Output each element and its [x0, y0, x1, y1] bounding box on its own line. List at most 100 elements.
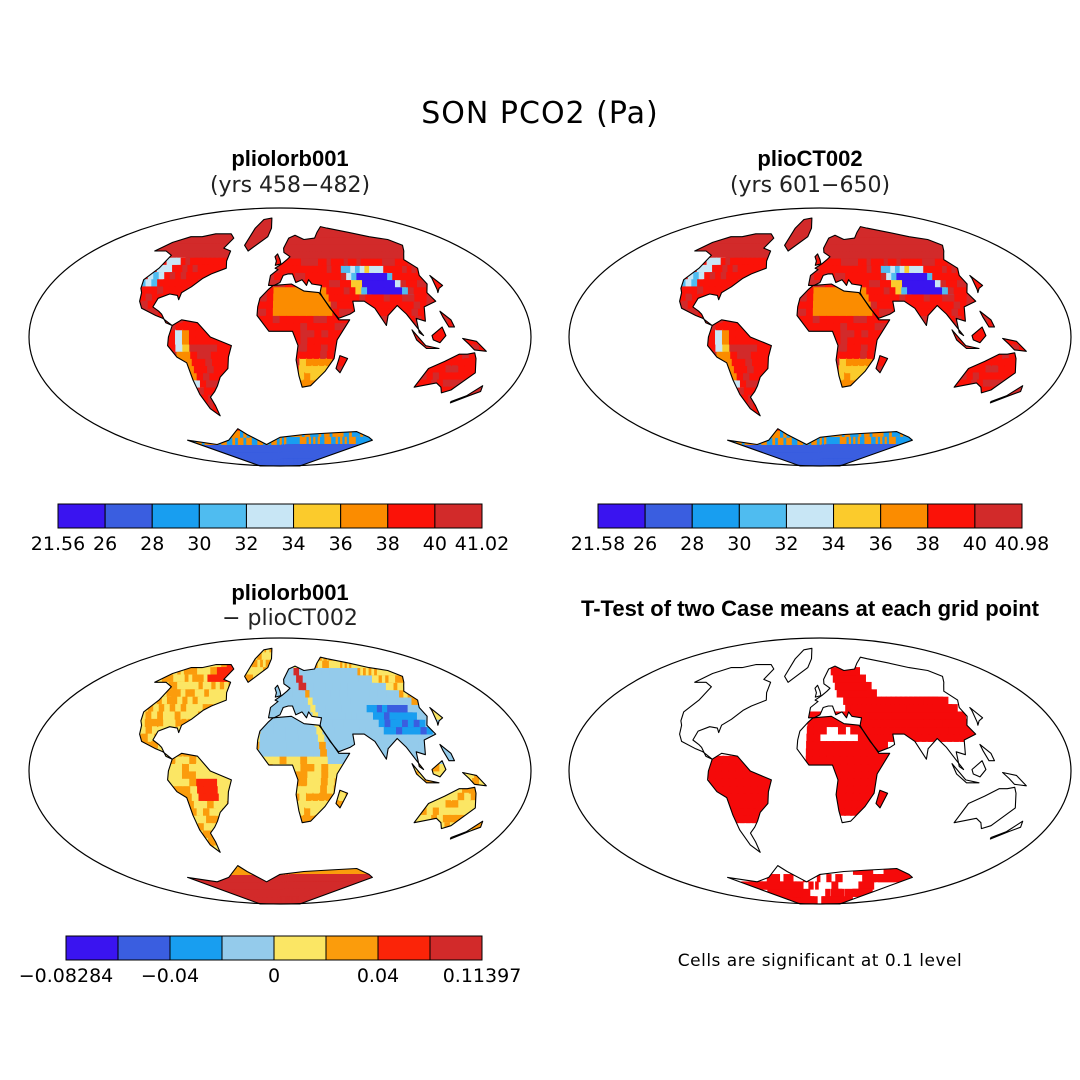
coastline [411, 763, 440, 784]
panel3-map [28, 637, 532, 905]
panel2-title: plioCT002 [757, 146, 863, 171]
colorbar-tick-label: 38 [915, 533, 940, 555]
coastline [727, 865, 913, 905]
colorbar-tick-label: 0 [267, 965, 281, 987]
coastline [274, 684, 282, 698]
colorbar-tick-label: 40 [422, 533, 447, 555]
panel1-colorbar-ticks: 21.56 26 28 30 32 34 36 38 40 41.02 [31, 533, 509, 557]
panel3-subtitle: − plioCT002 [222, 606, 358, 631]
coastline [875, 355, 889, 374]
coastline [411, 329, 440, 350]
coastline [439, 310, 456, 328]
figure-title: SON PCO2 (Pa) [421, 96, 659, 131]
colorbar-swatch [325, 935, 379, 961]
coastline [335, 355, 349, 374]
colorbar-swatch [245, 503, 295, 529]
colorbar-swatch [691, 503, 740, 529]
colorbar-tick-label: 30 [727, 533, 752, 555]
coastline [969, 274, 984, 294]
map-globe-background [569, 638, 1071, 904]
coastline [979, 310, 996, 328]
coastline [267, 656, 437, 771]
colorbar-tick-label: 36 [328, 533, 353, 555]
coastline [979, 743, 996, 762]
coastline [951, 763, 980, 784]
colorbar-tick-label: 34 [281, 533, 306, 555]
colorbar-swatch [340, 503, 389, 529]
coastline [679, 664, 775, 760]
colorbar-tick-label: 0.04 [356, 965, 400, 987]
panel2-subtitle: (yrs 601−650) [729, 173, 891, 198]
colorbar-swatch [293, 503, 342, 529]
panel2-map [568, 207, 1072, 467]
colorbar-swatch [57, 503, 106, 529]
colorbar-swatch [221, 935, 275, 961]
colorbar-tick-label: 32 [234, 533, 259, 555]
coastline [971, 760, 987, 778]
coastline [1002, 337, 1027, 352]
colorbar-swatch [833, 503, 882, 529]
colorbar-swatch [429, 935, 483, 961]
panel2-colorbar-ticks: 21.58 26 28 30 32 34 36 38 40 40.98 [571, 533, 1049, 557]
colorbar-swatch [198, 503, 247, 529]
coastline [989, 385, 1024, 404]
coastline [951, 329, 980, 350]
colorbar-tick-label: −0.08284 [18, 965, 114, 987]
coastline [139, 664, 235, 760]
colorbar-tick-label: 40 [962, 533, 987, 555]
colorbar-swatch [785, 503, 835, 529]
colorbar-tick-label: 38 [375, 533, 400, 555]
coastline [256, 283, 351, 388]
coastline [167, 752, 232, 853]
colorbar-swatch [738, 503, 787, 529]
map-border [568, 637, 1072, 905]
coastline [814, 684, 822, 698]
colorbar-tick-label: 32 [774, 533, 799, 555]
coastline [953, 352, 1017, 394]
coastline [875, 789, 889, 809]
map-globe-background [29, 208, 531, 466]
colorbar-swatch [169, 935, 223, 961]
colorbar-swatch [597, 503, 646, 529]
colorbar-tick-label: 21.56 [30, 533, 86, 555]
colorbar-tick-label: 26 [93, 533, 118, 555]
colorbar-tick-label: 0.11397 [442, 965, 522, 987]
colorbar-swatch [117, 935, 171, 961]
map-globe-background [569, 208, 1071, 466]
colorbar-tick-label: 40.98 [994, 533, 1050, 555]
coastline [707, 319, 772, 417]
coastline [807, 656, 977, 771]
colorbar-swatch [273, 935, 327, 961]
colorbar-tick-label: −0.04 [140, 965, 200, 987]
coastline [244, 647, 273, 683]
coastline [969, 706, 984, 726]
coastline [335, 789, 349, 809]
coastline [727, 428, 913, 467]
coastline [139, 233, 235, 327]
coastline [953, 786, 1017, 830]
colorbar-tick-label: 41.02 [454, 533, 510, 555]
colorbar-tick-label: 34 [821, 533, 846, 555]
colorbar-swatch [927, 503, 976, 529]
colorbar-swatch [974, 503, 1023, 529]
colorbar-tick-label: 28 [140, 533, 165, 555]
panel4-map [568, 637, 1072, 905]
panel3-title: pliolorb001 [231, 580, 349, 605]
coastline [413, 786, 477, 830]
coastline [814, 253, 822, 266]
coastline [431, 760, 447, 778]
colorbar-swatch [644, 503, 693, 529]
colorbar-swatch [104, 503, 153, 529]
colorbar-swatch [65, 935, 119, 961]
coastline [274, 253, 282, 266]
colorbar-tick-label: 26 [633, 533, 658, 555]
coastline [784, 217, 813, 252]
coastline [679, 233, 775, 327]
map-border [568, 207, 1072, 467]
map-globe-background [29, 638, 531, 904]
coastline [187, 428, 373, 467]
coastline [707, 752, 772, 853]
panel1-colorbar [57, 503, 483, 529]
colorbar-swatch [377, 935, 431, 961]
panel3-colorbar [65, 935, 483, 961]
